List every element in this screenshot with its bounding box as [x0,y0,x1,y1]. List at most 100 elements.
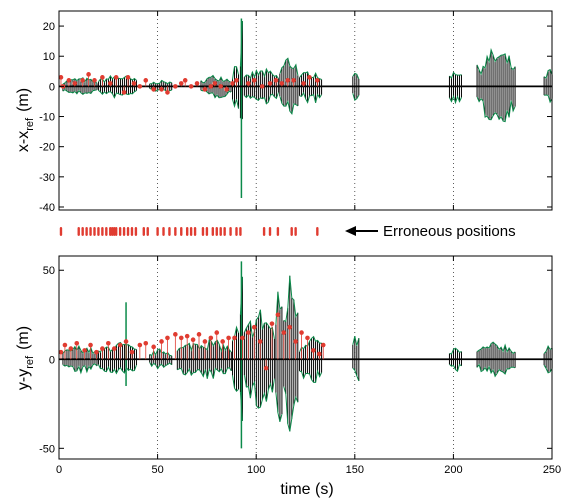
error-point [291,78,296,83]
top-panel-x-error: 20 10 0 -10 -20 -30 -40 x-xref(m) [15,10,553,214]
annotation-arrow [345,226,378,236]
y-tick-label: -10 [39,112,55,124]
error-point [293,339,298,344]
error-point [234,78,239,83]
error-point [240,335,245,341]
top-panel-y-axis-label: x-xref(m) [15,88,36,152]
error-point [184,333,190,339]
error-point [107,81,113,86]
error-point [311,348,316,353]
erroneous-position-marker [185,227,189,236]
error-point [58,75,64,80]
erroneous-position-marker [142,227,145,236]
erroneous-position-markers [59,227,319,236]
erroneous-position-marker [211,227,215,236]
error-point [117,342,123,348]
error-point [151,87,156,92]
bottom-panel-y-error: 500-500 50 100 150 200 250 y-yref(m) time (s) [15,255,561,498]
top-panel-ticks: 20 10 0 -10 -20 -30 -40 [39,11,553,214]
top-panel-gridlines [157,11,454,210]
error-point [137,84,143,89]
erroneous-position-marker [89,227,92,236]
error-point [202,339,208,344]
error-point [315,78,320,83]
error-point [80,78,85,83]
error-point [285,78,291,83]
error-point [299,330,304,335]
error-point [137,342,143,348]
error-point [74,340,80,346]
error-point [113,75,119,80]
error-point [62,342,68,348]
error-point [106,340,111,346]
signal-burst [448,71,462,105]
erroneous-position-marker [122,227,126,236]
erroneous-position-marker [205,227,209,236]
signal-burst [275,291,283,422]
error-point [88,342,93,348]
erroneous-positions-strip: Erroneous positions [59,223,516,240]
error-point [287,324,293,330]
erroneous-position-marker [294,227,297,236]
error-point [281,330,287,335]
error-point [131,81,137,86]
error-point [224,87,229,92]
error-point [173,332,178,337]
x-tick-label: 50 [151,464,163,476]
x-tick-label: 250 [543,464,561,476]
error-point [194,81,200,86]
erroneous-position-marker [81,227,84,236]
error-point [218,84,224,89]
error-point [259,84,265,89]
signal-burst [232,66,240,109]
error-point [226,335,231,341]
error-point [66,78,72,83]
bottom-panel-error-points [58,312,326,371]
error-point [100,346,105,351]
error-point [251,78,257,83]
x-tick-label: 200 [444,464,462,476]
erroneous-position-marker [118,227,122,236]
error-point [173,84,178,89]
error-point [159,87,164,92]
error-point [151,344,156,350]
error-point [92,78,97,83]
erroneous-position-marker [215,227,218,236]
error-point [301,81,306,86]
error-point [246,81,251,86]
error-point [72,81,78,86]
erroneous-position-marker [262,227,266,236]
error-point [100,75,105,80]
erroneous-position-marker [276,227,280,236]
erroneous-position-marker [97,227,100,236]
error-point [86,72,91,77]
error-point [129,349,135,355]
bottom-panel-ticks: 500-500 50 100 150 200 250 [39,256,561,476]
error-point [143,78,149,83]
error-point [202,87,208,92]
erroneous-position-marker [85,227,88,236]
erroneous-position-marker [219,227,222,236]
error-point [246,330,251,335]
bottom-panel-frame [58,255,553,460]
erroneous-position-marker [77,227,80,236]
top-panel-error-points [58,72,320,95]
error-point [94,349,99,355]
error-point [190,337,196,342]
error-point [251,324,257,330]
error-point [307,75,312,80]
error-point [159,339,164,344]
x-tick-label: 100 [247,464,265,476]
erroneous-position-marker [229,227,232,236]
error-point [275,312,281,318]
erroneous-position-marker [134,227,138,236]
error-point [143,340,149,346]
erroneous-position-marker [59,227,63,236]
error-point [165,90,170,95]
top-panel-signal [62,18,553,198]
erroneous-position-marker [189,227,193,236]
error-point [279,81,285,86]
erroneous-position-marker [316,227,319,236]
x-axis-label: time (s) [280,481,333,498]
